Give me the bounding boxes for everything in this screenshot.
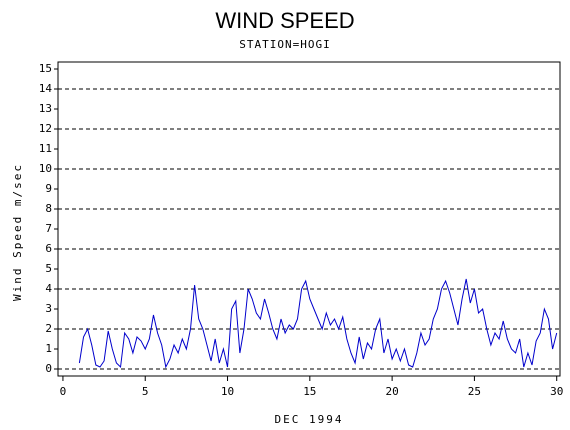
y-tick-label: 8: [45, 202, 52, 215]
y-tick-label: 1: [45, 342, 52, 355]
x-tick-label: 0: [60, 385, 67, 398]
y-axis-label: Wind Speed m/sec: [11, 163, 24, 301]
y-tick-label: 3: [45, 302, 52, 315]
y-tick-label: 11: [39, 142, 52, 155]
x-tick-label: 15: [303, 385, 316, 398]
data-line: [78, 278, 558, 369]
y-tick-label: 5: [45, 262, 52, 275]
x-tick-label: 10: [221, 385, 234, 398]
y-tick-label: 9: [45, 182, 52, 195]
x-tick-label: 30: [550, 385, 563, 398]
chart-title: WIND SPEED: [215, 8, 354, 33]
chart-subtitle: STATION=HOGI: [239, 38, 330, 51]
plot-frame: [57, 61, 561, 377]
y-tick-label: 2: [45, 322, 52, 335]
x-tick-label: 20: [385, 385, 398, 398]
y-tick-label: 15: [39, 62, 52, 75]
y-tick-label: 7: [45, 222, 52, 235]
y-tick-label: 0: [45, 362, 52, 375]
y-tick-label: 10: [39, 162, 52, 175]
y-tick-label: 13: [39, 102, 52, 115]
x-tick-label: 25: [468, 385, 481, 398]
y-tick-label: 12: [39, 122, 52, 135]
x-tick-label: 5: [142, 385, 149, 398]
x-axis-label: DEC 1994: [275, 413, 344, 426]
y-tick-label: 6: [45, 242, 52, 255]
y-tick-label: 4: [45, 282, 52, 295]
y-tick-label: 14: [39, 82, 53, 95]
